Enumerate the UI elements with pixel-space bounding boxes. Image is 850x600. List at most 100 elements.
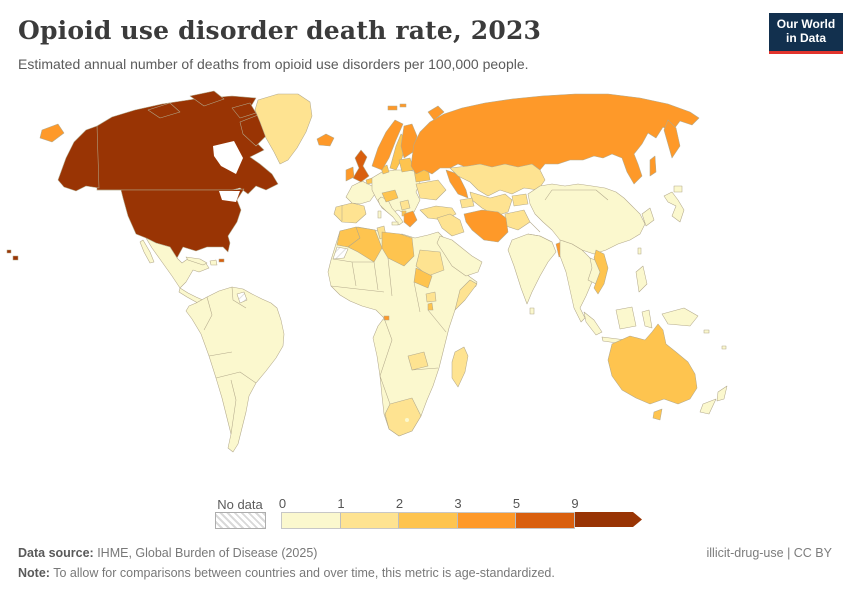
- country-japan[interactable]: [663, 191, 685, 223]
- logo-line1: Our World: [776, 17, 836, 32]
- rights-text[interactable]: illicit-drug-use | CC BY: [706, 546, 832, 560]
- chart-subtitle: Estimated annual number of deaths from o…: [18, 56, 529, 72]
- country-italy-sardinia[interactable]: [377, 210, 382, 219]
- country-new-zealand[interactable]: [716, 385, 728, 402]
- country-italy[interactable]: [377, 196, 404, 226]
- country-south-sudan[interactable]: [413, 267, 433, 289]
- region-iraq-syria[interactable]: [436, 213, 465, 237]
- island-sumatra[interactable]: [583, 311, 603, 336]
- country-japan-hokkaido[interactable]: [673, 185, 683, 193]
- country-australia[interactable]: [607, 323, 698, 405]
- legend-bin[interactable]: [457, 512, 516, 529]
- country-sudan[interactable]: [415, 249, 445, 277]
- island-borneo[interactable]: [615, 306, 637, 330]
- region-myanmar-thailand[interactable]: [559, 239, 597, 323]
- region-arabian-peninsula[interactable]: [436, 235, 483, 277]
- country-iran[interactable]: [463, 209, 509, 243]
- country-usa-hawaii[interactable]: [6, 249, 12, 254]
- legend-bin[interactable]: [516, 512, 575, 529]
- country-new-zealand[interactable]: [699, 398, 717, 415]
- country-ukraine[interactable]: [415, 179, 447, 201]
- map-legend: No data 0 1 2 3 5 9: [0, 496, 850, 533]
- country-korea[interactable]: [641, 207, 655, 227]
- region-kyrgyzstan-tajikistan[interactable]: [511, 193, 529, 207]
- territory-svalbard[interactable]: [399, 103, 407, 108]
- island-new-guinea[interactable]: [661, 307, 699, 327]
- region-uzbekistan-turkmenistan[interactable]: [469, 191, 513, 217]
- country-zambia[interactable]: [407, 351, 429, 371]
- world-map-svg: [6, 90, 728, 453]
- region-south-america[interactable]: [185, 286, 285, 453]
- country-iceland[interactable]: [316, 133, 335, 147]
- country-russia-novaya-zemlya[interactable]: [427, 105, 445, 121]
- country-canada-arctic[interactable]: [189, 90, 225, 107]
- no-data-label: No data: [217, 497, 263, 512]
- island-fiji[interactable]: [721, 345, 727, 350]
- country-russia-sakhalin[interactable]: [649, 155, 657, 177]
- country-usa-alaska[interactable]: [57, 125, 100, 192]
- country-italy-sicily[interactable]: [391, 221, 399, 226]
- legend-bin[interactable]: [399, 512, 458, 529]
- country-puerto-rico[interactable]: [218, 258, 225, 263]
- country-greenland[interactable]: [254, 93, 313, 165]
- country-somalia[interactable]: [454, 279, 478, 311]
- territory-western-sahara[interactable]: [332, 246, 349, 260]
- country-ireland[interactable]: [345, 166, 355, 182]
- country-vietnam[interactable]: [593, 249, 609, 295]
- page-title: Opioid use disorder death rate, 2023: [18, 16, 542, 45]
- country-serbia[interactable]: [399, 199, 411, 211]
- country-uganda[interactable]: [425, 291, 437, 303]
- legend-tick-label: 2: [395, 496, 404, 511]
- legend-tick-label: 9: [571, 496, 579, 511]
- country-france[interactable]: [345, 180, 376, 205]
- island-sulawesi[interactable]: [641, 309, 653, 329]
- country-cuba[interactable]: [185, 256, 208, 266]
- country-spain-portugal[interactable]: [333, 202, 367, 224]
- legend-tick-label: 1: [337, 496, 345, 511]
- country-russia-kamchatka[interactable]: [663, 119, 681, 159]
- country-uk[interactable]: [352, 149, 370, 183]
- data-source-line: Data source: IHME, Global Burden of Dise…: [18, 546, 317, 560]
- country-australia-tasmania[interactable]: [652, 408, 663, 421]
- country-borders: [527, 189, 609, 243]
- country-philippines[interactable]: [635, 265, 648, 293]
- region-china-mongolia[interactable]: [527, 183, 646, 255]
- country-mexico-baja[interactable]: [139, 239, 155, 264]
- region-austria-croatia[interactable]: [381, 189, 399, 203]
- country-lesotho[interactable]: [405, 418, 409, 422]
- owid-logo[interactable]: Our World in Data: [769, 13, 843, 54]
- country-kazakhstan[interactable]: [449, 163, 546, 197]
- country-taiwan[interactable]: [637, 247, 642, 255]
- legend-bin[interactable]: [575, 512, 643, 527]
- country-greece[interactable]: [403, 210, 418, 228]
- data-source-text: IHME, Global Burden of Disease (2025): [93, 546, 318, 560]
- region-caucasus[interactable]: [459, 197, 475, 209]
- country-canada-arctic[interactable]: [147, 102, 181, 119]
- country-algeria[interactable]: [347, 226, 383, 263]
- country-south-africa[interactable]: [384, 397, 422, 437]
- region-africa[interactable]: [327, 226, 478, 437]
- country-norway[interactable]: [371, 119, 404, 171]
- country-libya[interactable]: [381, 231, 415, 267]
- country-hispaniola[interactable]: [209, 259, 218, 266]
- legend-tick-label: 5: [512, 496, 521, 511]
- territory-french-guiana[interactable]: [236, 291, 248, 304]
- legend-tick-label: 3: [454, 496, 462, 511]
- country-sri-lanka[interactable]: [529, 307, 535, 315]
- country-madagascar[interactable]: [451, 346, 469, 388]
- country-russia[interactable]: [39, 123, 65, 143]
- territory-svalbard[interactable]: [387, 105, 398, 111]
- no-data-swatch[interactable]: [215, 512, 266, 529]
- country-rwanda-burundi[interactable]: [427, 302, 434, 311]
- island-solomon[interactable]: [703, 329, 710, 334]
- legend-bin[interactable]: [340, 512, 399, 529]
- country-usa-hawaii[interactable]: [12, 255, 19, 261]
- data-source-label: Data source:: [18, 546, 94, 560]
- country-india[interactable]: [507, 233, 557, 305]
- note-line: Note: To allow for comparisons between c…: [18, 566, 555, 580]
- legend-bin[interactable]: [281, 512, 341, 529]
- great-lakes: [219, 191, 240, 202]
- country-mexico[interactable]: [145, 237, 210, 289]
- country-afghanistan[interactable]: [504, 209, 531, 231]
- country-usa[interactable]: [96, 188, 245, 259]
